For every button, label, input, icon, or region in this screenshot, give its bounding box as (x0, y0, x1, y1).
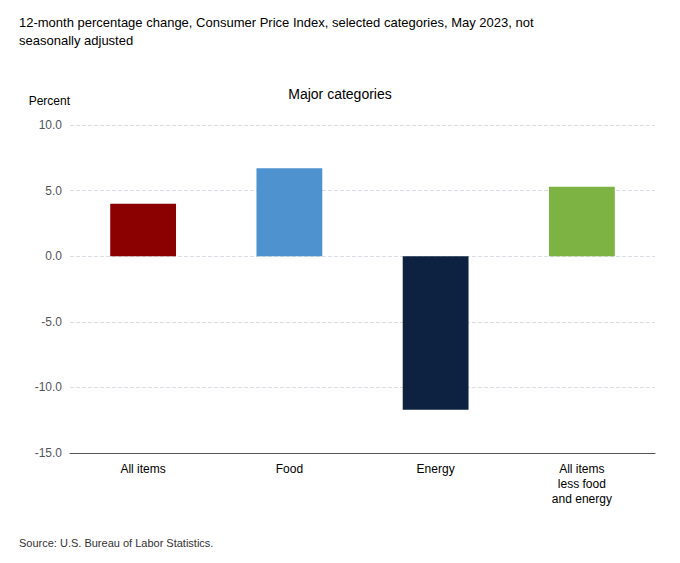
svg-text:Source: U.S. Bureau of Labor S: Source: U.S. Bureau of Labor Statistics. (19, 537, 213, 549)
svg-text:All items: All items (559, 462, 604, 476)
svg-text:Percent: Percent (29, 94, 71, 108)
svg-text:12-month percentage change, Co: 12-month percentage change, Consumer Pri… (19, 15, 534, 30)
svg-text:-5.0: -5.0 (41, 315, 62, 329)
svg-text:Major categories: Major categories (288, 86, 392, 102)
svg-text:10.0: 10.0 (39, 118, 63, 132)
svg-text:-10.0: -10.0 (35, 380, 63, 394)
svg-text:Energy: Energy (417, 462, 455, 476)
svg-text:less food: less food (558, 477, 606, 491)
svg-text:seasonally adjusted: seasonally adjusted (19, 33, 133, 48)
svg-text:-15.0: -15.0 (35, 446, 63, 460)
svg-text:Food: Food (276, 462, 303, 476)
svg-text:0.0: 0.0 (45, 249, 62, 263)
svg-text:5.0: 5.0 (45, 184, 62, 198)
svg-text:All items: All items (120, 462, 165, 476)
svg-text:and energy: and energy (552, 492, 612, 506)
